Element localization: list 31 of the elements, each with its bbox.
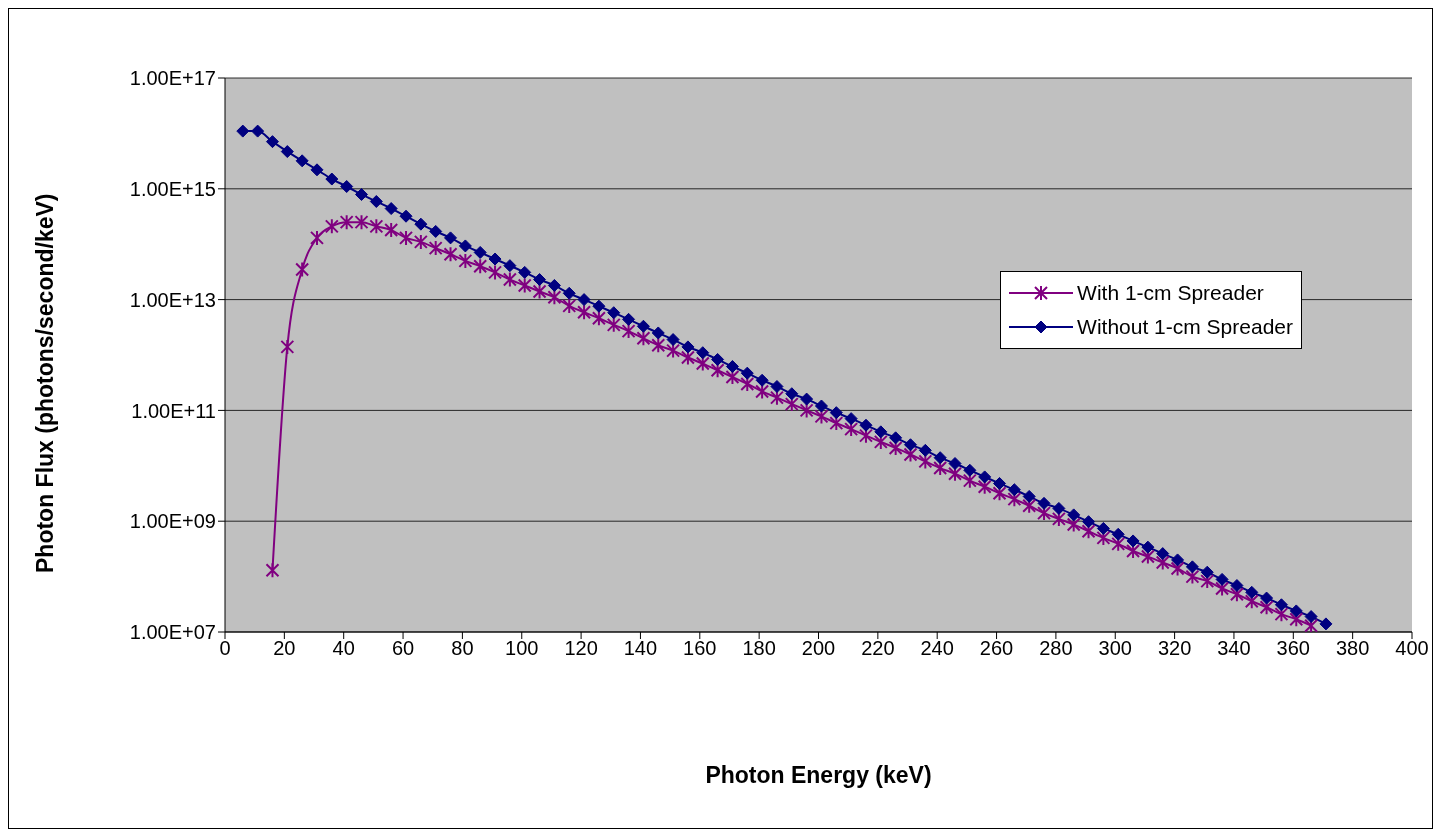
x-tick-label: 320: [1157, 637, 1192, 660]
y-tick-label: 1.00E+15: [129, 177, 216, 200]
x-tick-label: 140: [623, 637, 658, 660]
x-tick-label: 60: [391, 637, 415, 660]
y-axis-title: Photon Flux (photons/second/keV): [32, 193, 59, 573]
x-tick-label: 40: [332, 637, 355, 660]
x-tick-label: 80: [451, 637, 474, 660]
x-tick-label: 300: [1098, 637, 1132, 660]
legend-label: Without 1-cm Spreader: [1077, 315, 1293, 339]
x-tick-label: 220: [861, 637, 895, 660]
x-axis-title: Photon Energy (keV): [705, 762, 932, 788]
x-tick-label: 20: [273, 637, 296, 660]
x-tick-label: 0: [219, 637, 231, 660]
y-tick-label: 1.00E+11: [131, 399, 216, 422]
x-tick-label: 260: [979, 637, 1014, 660]
x-tick-label: 280: [1039, 637, 1073, 660]
x-tick-label: 100: [505, 637, 539, 660]
x-tick-label: 400: [1395, 637, 1429, 660]
y-tick-label: 1.00E+13: [129, 288, 216, 311]
y-tick-label: 1.00E+17: [129, 67, 216, 90]
legend-label: With 1-cm Spreader: [1077, 281, 1264, 305]
x-tick-label: 360: [1276, 637, 1310, 660]
x-tick-label: 180: [742, 637, 776, 660]
x-tick-label: 240: [920, 637, 954, 660]
x-tick-label: 380: [1335, 637, 1370, 660]
y-tick-label: 1.00E+09: [129, 510, 216, 533]
x-tick-label: 340: [1217, 637, 1251, 660]
x-tick-label: 120: [564, 637, 598, 660]
y-tick-label: 1.00E+07: [129, 621, 216, 644]
x-tick-label: 200: [801, 637, 836, 660]
x-tick-label: 160: [683, 637, 717, 660]
